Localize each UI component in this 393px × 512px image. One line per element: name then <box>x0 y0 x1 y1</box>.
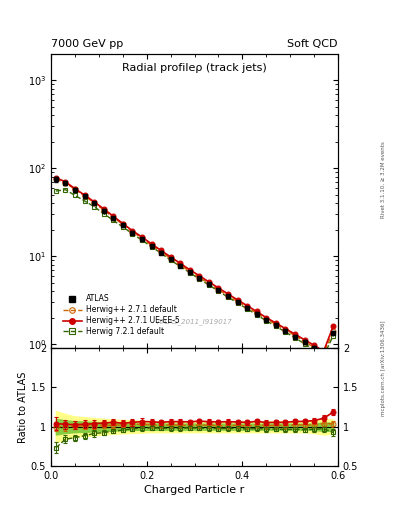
Text: mcplots.cern.ch [arXiv:1306.3436]: mcplots.cern.ch [arXiv:1306.3436] <box>381 321 386 416</box>
Legend: ATLAS, Herwig++ 2.7.1 default, Herwig++ 2.7.1 UE-EE-5, Herwig 7.2.1 default: ATLAS, Herwig++ 2.7.1 default, Herwig++ … <box>60 291 183 339</box>
Text: 7000 GeV pp: 7000 GeV pp <box>51 38 123 49</box>
X-axis label: Charged Particle r: Charged Particle r <box>144 485 245 495</box>
Y-axis label: Ratio to ATLAS: Ratio to ATLAS <box>18 371 28 443</box>
Text: Rivet 3.1.10, ≥ 3.2M events: Rivet 3.1.10, ≥ 3.2M events <box>381 141 386 218</box>
Text: ATLAS_2011_I919017: ATLAS_2011_I919017 <box>157 318 232 325</box>
Text: Radial profileρ (track jets): Radial profileρ (track jets) <box>122 62 267 73</box>
Text: Soft QCD: Soft QCD <box>288 38 338 49</box>
